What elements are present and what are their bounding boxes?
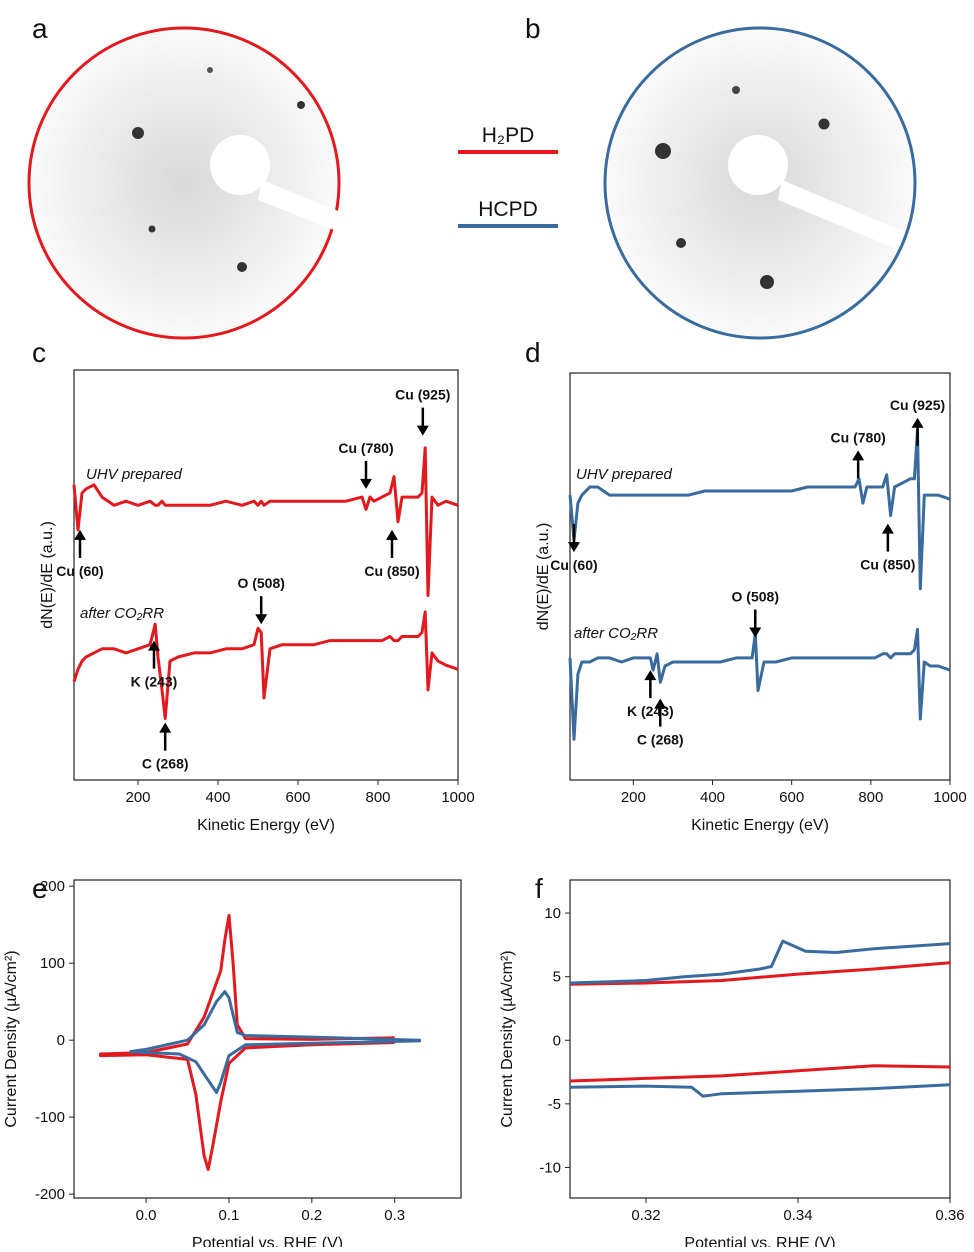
annotation-label: Cu (925) (890, 397, 945, 413)
plot-frame (73, 369, 459, 781)
annotation-label: O (508) (237, 575, 284, 591)
y-axis-label: Current Density (µA/cm²) (3, 950, 20, 1127)
x-axis-label: Potential vs. RHE (V) (192, 1235, 343, 1247)
series-label: UHV prepared (86, 466, 183, 483)
y-tick-label: 0 (553, 1032, 561, 1049)
annotation-label: O (508) (732, 589, 779, 605)
x-tick-label: 800 (365, 789, 390, 806)
x-tick-label: 0.1 (219, 1207, 240, 1224)
y-tick-label: -5 (548, 1096, 561, 1113)
x-axis-label: Potential vs. RHE (V) (684, 1235, 835, 1247)
plot-frame (569, 372, 951, 781)
y-axis-label: dN(E)/dE (a.u.) (39, 521, 56, 629)
panel-label: d (525, 337, 541, 368)
annotation-arrowhead (654, 698, 667, 709)
y-tick-label: -200 (35, 1186, 65, 1203)
x-tick-label: 600 (779, 789, 804, 806)
annotation-arrowhead (159, 722, 172, 733)
y-tick-label: -100 (35, 1109, 65, 1126)
panel-label: b (525, 13, 541, 44)
x-tick-label: 0.0 (136, 1207, 157, 1224)
annotation-arrowhead (567, 542, 580, 553)
legend-label: HCPD (478, 198, 538, 221)
x-tick-label: 800 (858, 789, 883, 806)
annotation-arrowhead (360, 478, 372, 489)
panel-label: c (32, 337, 46, 368)
series-label: after CO₂RR (80, 605, 164, 622)
annotation-arrowhead (644, 670, 657, 681)
annotation-label: Cu (925) (395, 387, 450, 403)
series-line (129, 990, 422, 1094)
x-tick-label: 400 (700, 789, 725, 806)
series-line (72, 610, 459, 720)
annotation-arrowhead (148, 640, 160, 651)
series-label: after CO₂RR (574, 625, 658, 642)
annotation-arrowhead (749, 627, 762, 638)
x-tick-label: 200 (621, 789, 646, 806)
annotation-arrowhead (386, 529, 398, 540)
y-axis-label: Current Density (µA/cm²) (499, 950, 516, 1127)
leed-image-a (27, 26, 390, 340)
annotation-label: K (243) (627, 703, 674, 719)
x-tick-label: 200 (125, 789, 150, 806)
x-axis-label: Kinetic Energy (eV) (691, 817, 829, 834)
x-tick-label: 0.2 (301, 1207, 322, 1224)
annotation-label: K (243) (131, 674, 178, 690)
y-tick-label: -10 (539, 1159, 561, 1176)
y-tick-label: 100 (40, 955, 65, 972)
y-tick-label: 5 (553, 969, 561, 986)
series-line (569, 939, 951, 1098)
annotation-arrowhead (416, 425, 429, 436)
x-tick-label: 0.34 (783, 1207, 812, 1224)
series-label: UHV prepared (576, 466, 673, 483)
annotation-label: C (268) (142, 756, 189, 772)
x-tick-label: 0.36 (935, 1207, 964, 1224)
annotation-label: Cu (60) (56, 563, 103, 579)
annotation-arrowhead (911, 417, 924, 428)
x-tick-label: 1000 (933, 789, 966, 806)
panel-label: a (32, 13, 48, 44)
legend-label: H₂PD (482, 124, 535, 147)
annotation-arrowhead (255, 614, 268, 625)
y-axis-label: dN(E)/dE (a.u.) (535, 523, 552, 631)
y-tick-label: 0 (57, 1032, 65, 1049)
series-line (99, 913, 395, 1171)
x-tick-label: 0.32 (631, 1207, 660, 1224)
annotation-label: Cu (60) (550, 557, 597, 573)
series-line (72, 446, 459, 597)
panel-label: f (535, 873, 543, 904)
annotation-label: Cu (780) (831, 429, 886, 445)
plot-frame (569, 879, 951, 1199)
x-tick-label: 1000 (441, 789, 474, 806)
x-tick-label: 600 (285, 789, 310, 806)
x-tick-label: 0.3 (384, 1207, 405, 1224)
annotation-label: Cu (850) (860, 557, 915, 573)
annotation-arrowhead (852, 450, 865, 461)
y-tick-label: 200 (40, 878, 65, 895)
series-line (568, 627, 951, 741)
panel-label: e (32, 873, 48, 904)
x-axis-label: Kinetic Energy (eV) (197, 817, 335, 834)
x-tick-label: 400 (205, 789, 230, 806)
y-tick-label: 10 (544, 905, 561, 922)
series-line (569, 961, 951, 1083)
annotation-label: Cu (850) (364, 563, 419, 579)
leed-image-b (603, 26, 917, 340)
annotation-arrowhead (881, 523, 894, 534)
annotation-label: Cu (780) (338, 440, 393, 456)
plot-frame (73, 879, 462, 1199)
series-line (568, 428, 951, 591)
annotation-label: C (268) (637, 732, 684, 748)
annotation-arrowhead (74, 529, 86, 540)
